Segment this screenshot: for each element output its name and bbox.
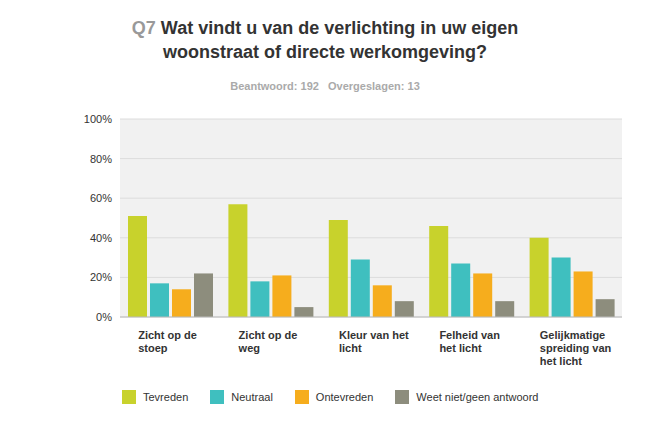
- html-text:Q7 Wat vindt u van de verlicht: Q7 Wat vindt u van de verlichting in uw …: [131, 18, 519, 62]
- html-text:Ontevreden: Ontevreden: [315, 391, 374, 403]
- svg-text:Gelijkmatigespreiding vanhet l: Gelijkmatigespreiding vanhet licht: [540, 329, 612, 367]
- html-text:Weet niet/geen antwoord: Weet niet/geen antwoord: [416, 391, 539, 403]
- svg-text:0%: 0%: [96, 311, 112, 323]
- svg-text:80%: 80%: [90, 153, 112, 165]
- svg-text:Zicht op destoep: Zicht op destoep: [138, 329, 197, 354]
- svg-text:Zicht op deweg: Zicht op deweg: [238, 329, 298, 354]
- svg-text:40%: 40%: [90, 232, 112, 244]
- svg-text:20%: 20%: [90, 271, 112, 283]
- html-text:Tevreden: Tevreden: [143, 391, 189, 403]
- html-text:Neutraal: Neutraal: [231, 391, 273, 403]
- svg-text:Kleur van hetlicht: Kleur van hetlicht: [339, 329, 409, 354]
- svg-text:100%: 100%: [84, 113, 112, 125]
- html-text:Beantwoord: 192 Overgeslagen:: Beantwoord: 192 Overgeslagen: 13: [230, 80, 420, 92]
- svg-text:Felheid vanhet licht: Felheid vanhet licht: [439, 329, 500, 354]
- svg-text:60%: 60%: [90, 192, 112, 204]
